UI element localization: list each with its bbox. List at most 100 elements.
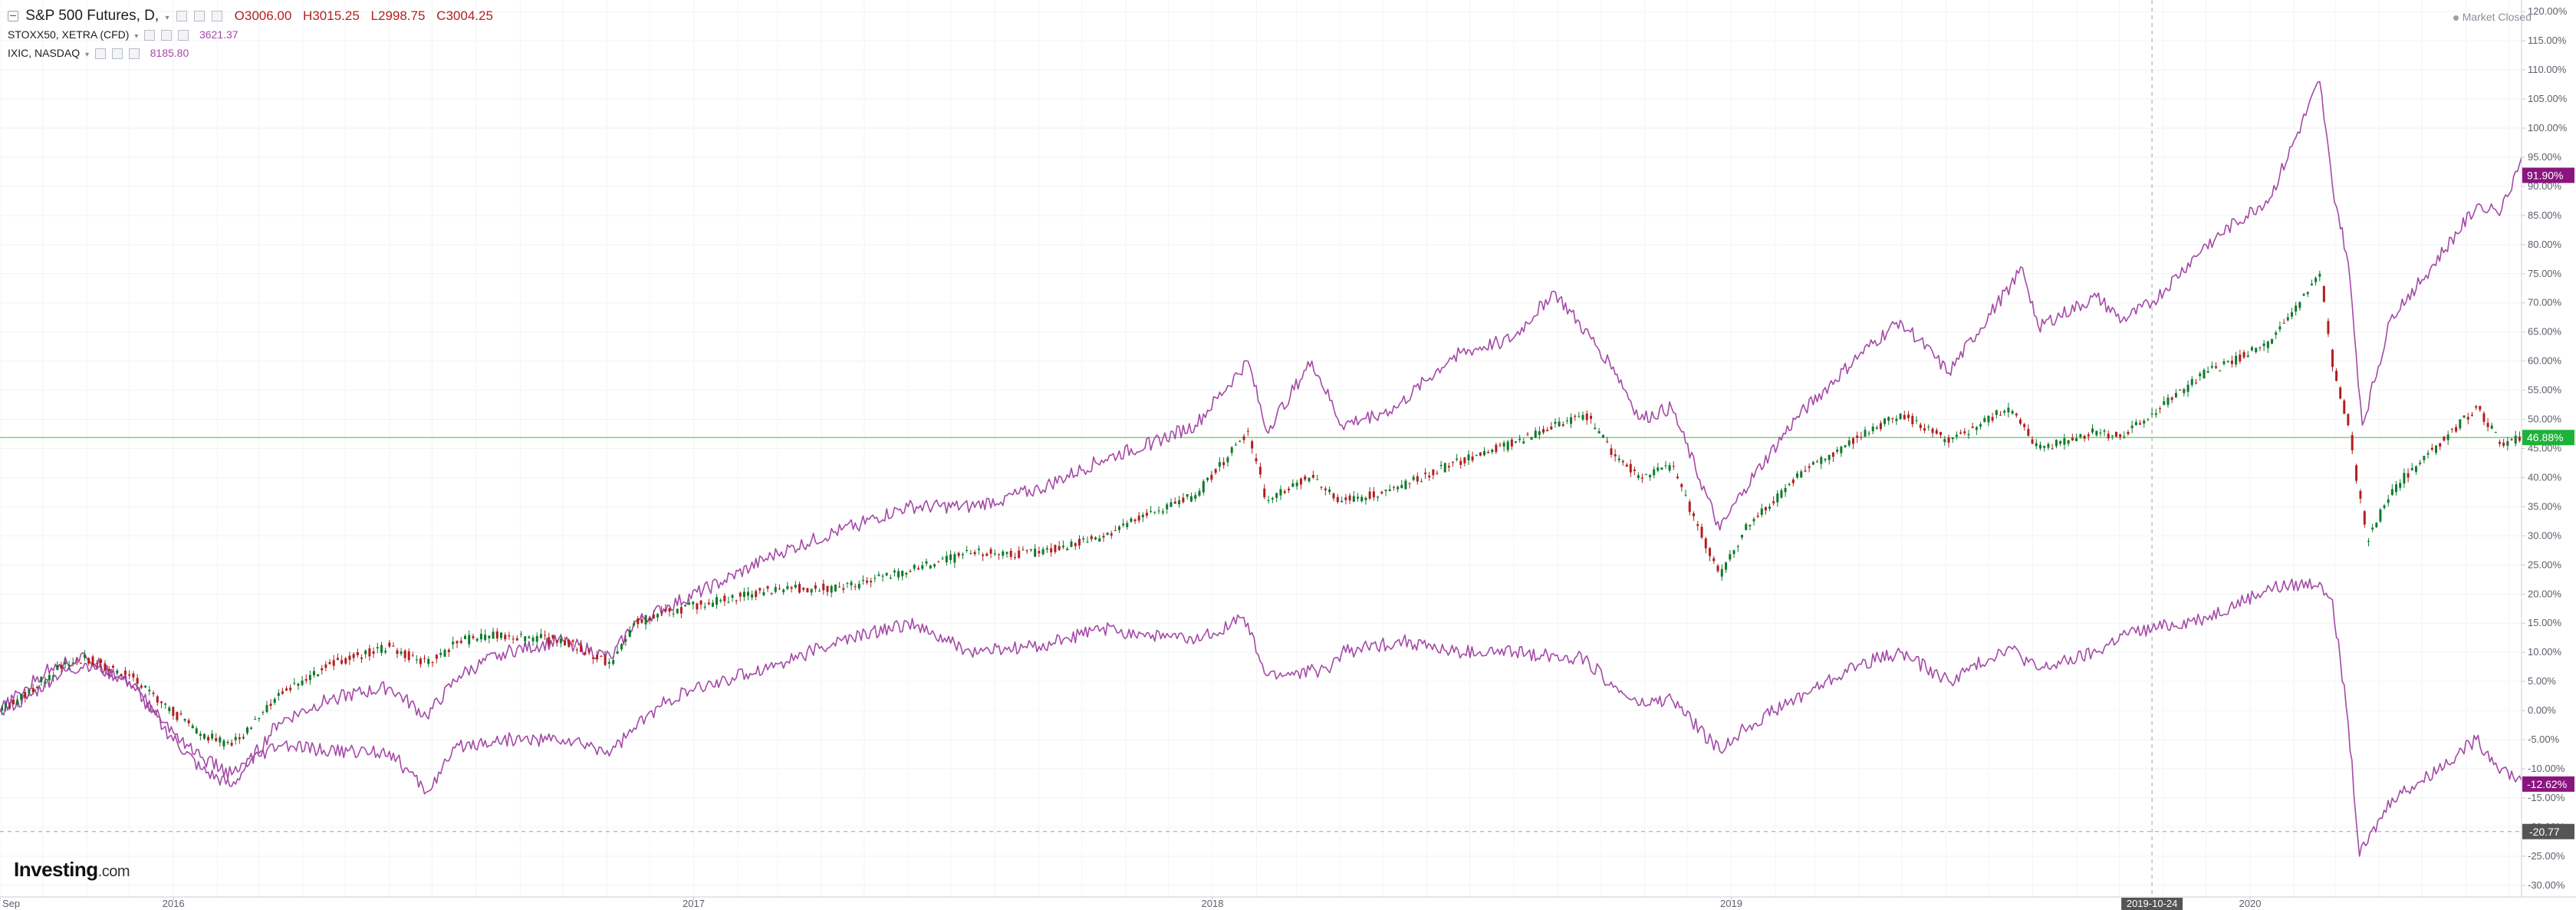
crosshair-x-label: 2019-10-24 (2127, 898, 2178, 909)
candle-body (1811, 462, 1814, 465)
series-line-stoxx50-xetra-cfd- (0, 578, 2522, 857)
close-icon[interactable] (212, 10, 223, 21)
candle-body (1380, 492, 1383, 493)
candle-body (183, 718, 186, 721)
x-tick-label: 2019 (1720, 898, 1742, 909)
candle-body (1621, 460, 1624, 463)
candle-body (67, 664, 71, 667)
candle-body (1514, 441, 1517, 443)
y-axis[interactable]: 120.00% 115.00% 110.00% 105.00% 100.00% 95.00… (2522, 5, 2568, 891)
ohlc-readout: O3006.00 H3015.25 L2998.75 C3004.25 (234, 8, 493, 23)
candle-body (56, 664, 59, 670)
candle-body (933, 564, 936, 567)
candle-body (2514, 435, 2517, 444)
candle-body (2446, 434, 2449, 440)
candle-body (2071, 437, 2074, 440)
candle-body (1499, 444, 1502, 446)
candle-body (2414, 467, 2417, 472)
status-dot-icon (2453, 15, 2459, 21)
candle-body (905, 572, 908, 575)
candle-body (2502, 442, 2505, 447)
candle-body (1456, 458, 1459, 460)
candle-body (1664, 465, 1667, 467)
chevron-down-icon[interactable]: ▾ (85, 51, 90, 59)
candle-body (160, 701, 163, 704)
candle-body (504, 635, 507, 640)
candle-body (1610, 448, 1613, 455)
candle-body (881, 575, 884, 577)
candle-body (24, 692, 27, 698)
candle-body (431, 661, 434, 664)
candle-body (977, 549, 980, 550)
main-symbol-name[interactable]: S&P 500 Futures, D, (25, 8, 160, 24)
candle-body (1279, 489, 1282, 496)
x-axis[interactable]: Sep 2016 2017 2018 2019 2020 (0, 897, 2261, 909)
candle-body (1939, 432, 1943, 436)
candle-body (1653, 469, 1656, 476)
candle-body (957, 552, 960, 556)
candle-body (60, 664, 63, 669)
candle-body (982, 554, 985, 556)
x-tick-label: 2020 (2239, 898, 2262, 909)
settings-icon[interactable] (111, 48, 123, 60)
candle-body (277, 693, 280, 696)
candle-body (44, 681, 47, 684)
candle-body (1271, 498, 1274, 500)
candle-body (1935, 430, 1938, 434)
eye-icon[interactable] (94, 48, 106, 60)
candle-body (2235, 355, 2238, 365)
candle-body (356, 651, 359, 656)
candle-body (1967, 434, 1970, 436)
candle-body (211, 734, 214, 739)
candle-body (1182, 497, 1185, 503)
candle-body (2130, 425, 2134, 429)
candle-body (551, 635, 554, 639)
compare-legend-stoxx[interactable]: STOXX50, XETRA (CFD) ▾ 3621.37 (8, 28, 239, 41)
candle-body (1729, 554, 1732, 560)
candle-body (1871, 427, 1874, 432)
candle-body (1357, 496, 1360, 499)
candle-body (739, 592, 742, 597)
eye-icon[interactable] (144, 30, 156, 41)
candle-body (735, 600, 738, 602)
candle-body (1999, 414, 2002, 416)
chevron-down-icon[interactable]: ▾ (165, 14, 169, 22)
candle-body (2170, 397, 2173, 401)
close-icon[interactable] (128, 48, 140, 60)
candle-body (1895, 418, 1898, 421)
candle-body (2047, 443, 2050, 448)
candle-body (1324, 488, 1327, 491)
main-legend[interactable]: S&P 500 Futures, D, ▾ O3006.00 H3015.25 … (8, 8, 493, 25)
candle-body (1141, 514, 1144, 518)
candle-body (144, 685, 147, 687)
candle-body (2395, 484, 2398, 493)
candle-body (31, 687, 35, 693)
y-tick-label: 45.00% (2528, 443, 2562, 454)
candle-body (1808, 466, 1811, 468)
candle-body (1601, 435, 1604, 438)
compare-legend-ixic[interactable]: IXIC, NASDAQ ▾ 8185.80 (8, 47, 189, 60)
candle-body (341, 660, 344, 664)
candle-body (633, 623, 636, 626)
candle-body (332, 660, 335, 666)
collapse-icon[interactable] (8, 10, 18, 21)
chevron-down-icon[interactable]: ▾ (134, 32, 139, 41)
y-tick-label: 25.00% (2528, 559, 2562, 570)
candle-body (985, 553, 989, 556)
candle-body (1495, 444, 1498, 452)
settings-icon[interactable] (161, 30, 173, 41)
candle-body (1891, 418, 1894, 420)
candle-body (2222, 361, 2226, 364)
close-icon[interactable] (178, 30, 189, 41)
candle-body (528, 636, 531, 638)
candle-body (925, 561, 928, 564)
candle-body (495, 631, 498, 639)
settings-icon[interactable] (194, 10, 206, 21)
candle-body (459, 641, 462, 643)
candle-body (1126, 523, 1129, 527)
candle-body (439, 652, 442, 655)
eye-icon[interactable] (176, 10, 187, 21)
candle-body (2275, 332, 2278, 335)
candle-body (1649, 474, 1652, 477)
